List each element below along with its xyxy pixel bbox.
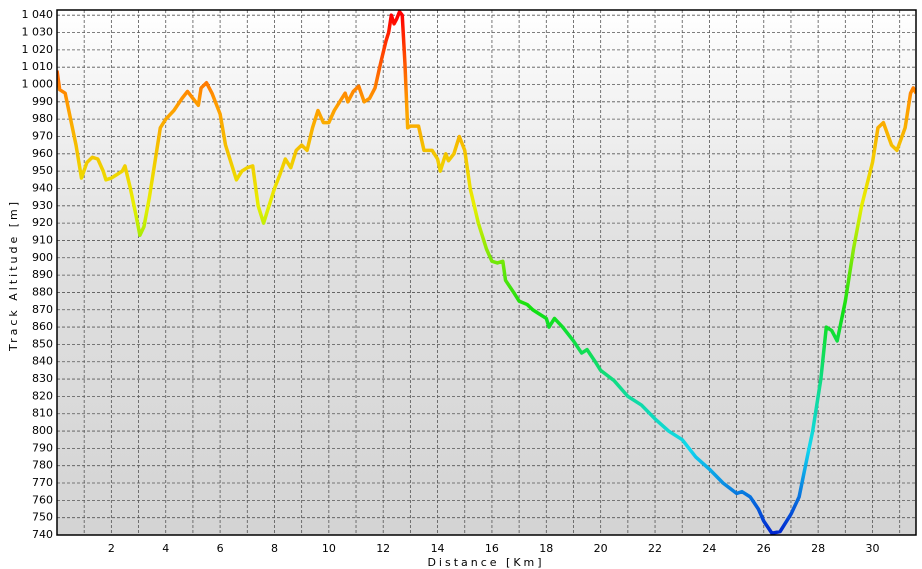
y-tick-label: 800 [32,424,53,437]
y-tick-label: 870 [32,303,53,316]
y-tick-label: 960 [32,147,53,160]
x-tick-label: 20 [594,542,608,555]
y-tick-label: 770 [32,476,53,489]
y-axis-title: Track Altitude [m] [7,199,20,352]
x-tick-label: 2 [108,542,115,555]
y-tick-label: 890 [32,268,53,281]
y-tick-label: 850 [32,337,53,350]
y-tick-label: 910 [32,233,53,246]
y-tick-label: 970 [32,129,53,142]
y-tick-label: 840 [32,355,53,368]
x-tick-label: 12 [376,542,390,555]
plot-background [57,10,916,535]
y-tick-label: 900 [32,251,53,264]
x-tick-label: 16 [485,542,499,555]
x-tick-label: 8 [271,542,278,555]
x-tick-label: 26 [757,542,771,555]
y-tick-label: 1 030 [22,26,54,39]
y-tick-label: 880 [32,285,53,298]
y-tick-label: 940 [32,181,53,194]
y-tick-label: 950 [32,164,53,177]
y-tick-label: 1 020 [22,43,54,56]
y-tick-label: 1 000 [22,78,54,91]
y-tick-label: 920 [32,216,53,229]
y-tick-label: 820 [32,389,53,402]
plot-frame [56,9,917,536]
x-tick-label: 4 [162,542,169,555]
x-tick-label: 24 [702,542,716,555]
x-tick-label: 30 [866,542,880,555]
y-tick-label: 1 040 [22,8,54,21]
altitude-line [57,10,916,535]
y-tick-label: 760 [32,493,53,506]
x-tick-label: 22 [648,542,662,555]
y-tick-label: 930 [32,199,53,212]
y-tick-label: 780 [32,459,53,472]
x-tick-label: 6 [217,542,224,555]
y-tick-label: 810 [32,407,53,420]
y-tick-label: 980 [32,112,53,125]
y-tick-label: 830 [32,372,53,385]
y-tick-label: 990 [32,95,53,108]
y-tick-label: 740 [32,528,53,541]
x-tick-label: 28 [811,542,825,555]
y-tick-label: 1 010 [22,60,54,73]
y-tick-label: 750 [32,511,53,524]
y-tick-label: 790 [32,441,53,454]
x-tick-label: 14 [431,542,445,555]
y-tick-label: 860 [32,320,53,333]
x-axis-title: Distance [Km] [427,556,544,569]
x-tick-label: 10 [322,542,336,555]
x-tick-label: 18 [539,542,553,555]
